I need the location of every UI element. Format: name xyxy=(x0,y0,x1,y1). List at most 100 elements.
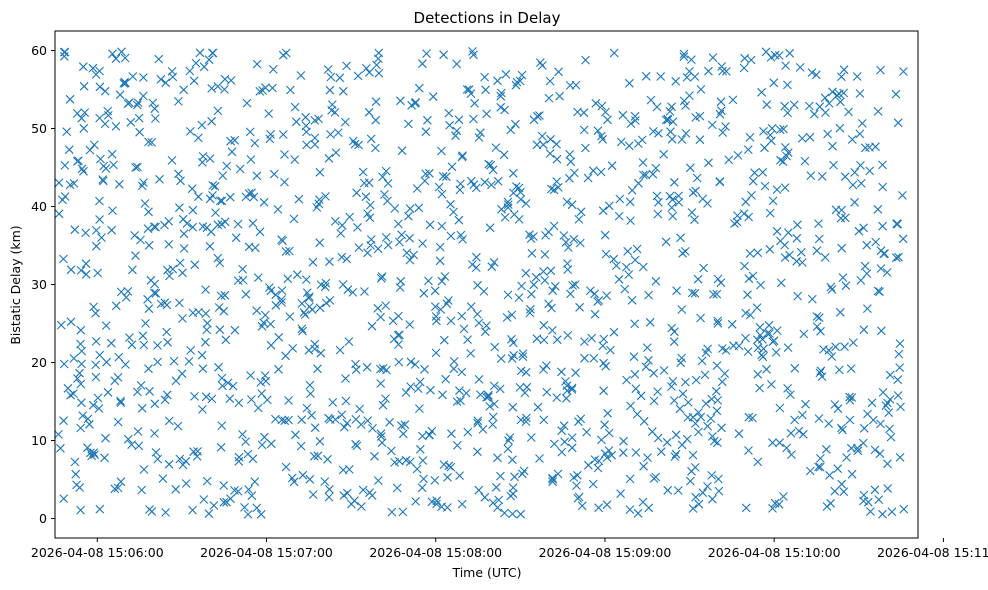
data-point xyxy=(438,171,448,181)
data-point xyxy=(787,450,796,459)
data-point xyxy=(601,107,610,117)
data-point xyxy=(845,392,854,402)
data-point xyxy=(799,329,809,339)
data-point xyxy=(449,357,459,366)
data-point xyxy=(687,208,697,217)
data-point xyxy=(131,163,140,172)
data-point xyxy=(544,299,553,309)
data-point xyxy=(330,217,340,226)
data-point xyxy=(371,115,381,125)
x-tick-label: 2026-04-08 15:08:00 xyxy=(369,545,502,560)
data-point xyxy=(434,182,444,192)
data-point xyxy=(133,427,143,436)
data-point xyxy=(489,381,499,391)
data-point xyxy=(690,215,699,225)
data-point xyxy=(87,451,97,461)
data-point xyxy=(376,379,386,388)
data-point xyxy=(337,220,347,230)
data-point xyxy=(484,390,493,400)
data-point xyxy=(162,390,172,400)
data-point xyxy=(473,309,482,319)
data-point xyxy=(189,447,198,457)
data-point xyxy=(217,196,227,206)
data-point xyxy=(136,235,145,245)
data-point xyxy=(174,169,183,179)
data-point xyxy=(269,169,279,179)
data-point xyxy=(83,443,92,453)
data-point xyxy=(826,282,836,292)
data-point xyxy=(265,283,274,292)
data-point xyxy=(728,95,738,105)
data-point xyxy=(529,280,539,290)
data-point xyxy=(817,172,827,181)
data-point xyxy=(418,59,427,69)
data-point xyxy=(174,97,183,106)
data-point xyxy=(441,374,451,384)
data-point xyxy=(680,247,690,256)
data-point xyxy=(164,217,174,226)
data-point xyxy=(633,508,643,518)
data-point xyxy=(243,449,253,459)
data-point xyxy=(526,433,536,442)
data-point xyxy=(582,427,591,437)
data-point xyxy=(153,454,163,464)
data-point xyxy=(214,303,224,312)
data-point xyxy=(878,221,887,231)
data-point xyxy=(80,108,90,117)
data-point xyxy=(393,219,403,229)
data-point xyxy=(679,52,689,62)
data-point xyxy=(134,441,144,451)
data-point xyxy=(892,219,902,228)
data-point xyxy=(535,58,545,67)
data-point xyxy=(452,59,462,69)
data-point xyxy=(356,420,366,429)
x-tick-label: 2026-04-08 15:11:00 xyxy=(877,545,988,560)
data-point xyxy=(147,507,157,516)
data-point xyxy=(457,367,467,377)
data-point xyxy=(786,390,795,399)
data-point xyxy=(419,288,429,298)
data-point xyxy=(638,262,648,272)
data-point xyxy=(883,484,893,493)
data-point xyxy=(110,376,120,386)
data-point xyxy=(733,151,743,160)
data-point xyxy=(704,66,713,76)
data-point xyxy=(616,137,626,147)
data-point xyxy=(789,100,799,110)
data-point xyxy=(250,477,260,487)
data-point xyxy=(553,469,563,479)
data-point xyxy=(800,156,810,166)
data-point xyxy=(91,360,101,370)
data-point xyxy=(60,161,70,170)
data-point xyxy=(469,180,479,190)
data-point xyxy=(437,189,447,199)
data-point xyxy=(638,497,648,507)
data-point xyxy=(365,67,374,77)
data-point xyxy=(721,122,730,131)
data-point xyxy=(77,113,86,123)
data-point xyxy=(121,293,131,302)
data-point xyxy=(659,149,669,159)
data-point xyxy=(637,135,647,145)
data-point xyxy=(535,111,544,120)
data-point xyxy=(521,367,531,377)
data-point xyxy=(586,286,595,295)
data-point xyxy=(812,322,822,331)
data-point xyxy=(532,140,542,150)
data-point xyxy=(234,452,244,462)
data-point xyxy=(685,163,695,173)
data-point xyxy=(418,431,427,441)
data-point xyxy=(410,98,420,108)
data-point xyxy=(79,123,89,133)
data-point xyxy=(806,171,816,180)
data-point xyxy=(768,196,778,206)
data-point xyxy=(508,168,518,178)
data-point xyxy=(469,114,478,124)
data-point xyxy=(195,48,205,58)
data-point xyxy=(291,430,300,440)
data-point xyxy=(366,134,376,144)
data-point xyxy=(494,495,504,505)
data-point xyxy=(77,346,87,356)
data-point xyxy=(480,327,490,337)
data-point xyxy=(703,482,712,491)
